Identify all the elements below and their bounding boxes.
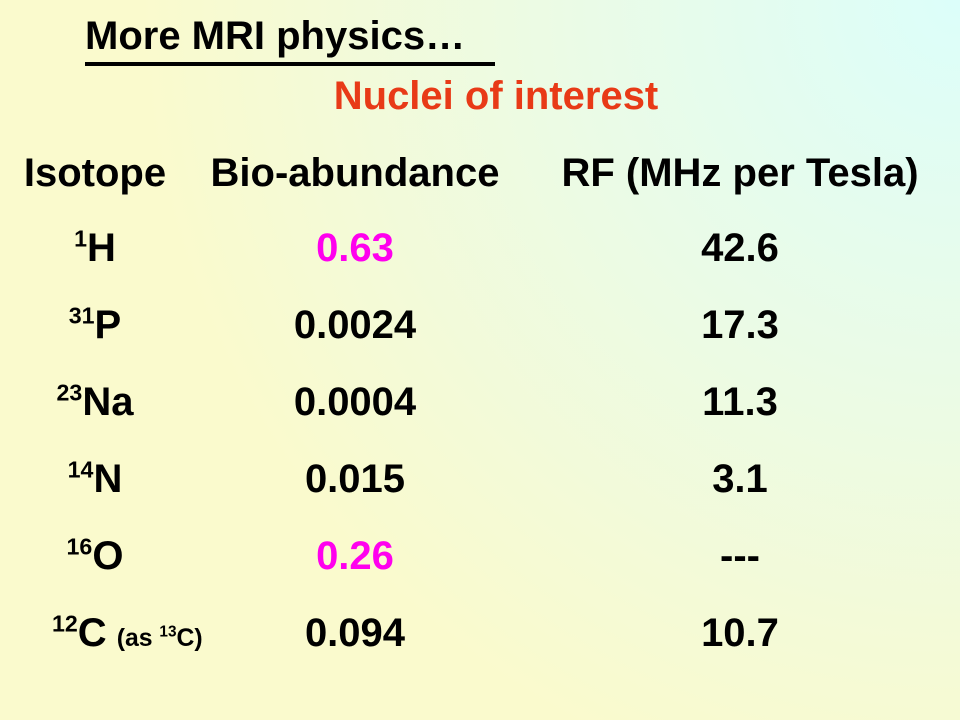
mass-number: 14 [67, 456, 94, 483]
isotope-note-text: (as [116, 625, 160, 652]
mass-number: 12 [52, 610, 78, 637]
bio-abundance-value: 0.0024 [293, 303, 417, 347]
table-row: 14N 0.015 3.1 [0, 441, 960, 518]
bio-abundance-value: 0.63 [316, 226, 394, 270]
isotope-label: 16O [0, 534, 190, 579]
element-symbol: Na [82, 380, 134, 424]
table-row: 31P 0.0024 17.3 [0, 287, 960, 364]
mass-number: 23 [56, 379, 83, 406]
bio-abundance-value: 0.26 [316, 534, 394, 578]
note-mass-number: 13 [159, 623, 177, 641]
isotope-note-text: C) [176, 625, 203, 652]
table-header-row: Isotope Bio-abundance RF (MHz per Tesla) [0, 136, 960, 210]
isotope-note: (as 13C) [117, 625, 203, 652]
isotope-label: 23Na [0, 380, 190, 425]
isotope-label: 1H [0, 226, 190, 271]
element-symbol: N [93, 457, 123, 501]
column-header-rf: RF (MHz per Tesla) [561, 150, 919, 195]
element-symbol: H [87, 226, 116, 270]
rf-value: 17.3 [701, 303, 779, 347]
rf-value: 10.7 [701, 611, 779, 655]
table-row: 16O 0.26 --- [0, 518, 960, 595]
column-header-bio-abundance: Bio-abundance [210, 150, 500, 195]
mass-number: 1 [74, 225, 87, 252]
table-row: 12C (as 13C) 0.094 10.7 [0, 595, 960, 672]
element-symbol: O [92, 534, 124, 578]
mass-number: 31 [68, 302, 95, 329]
rf-value: 3.1 [712, 457, 768, 501]
element-symbol: C [77, 611, 107, 655]
table-row: 1H 0.63 42.6 [0, 210, 960, 287]
rf-value: 11.3 [702, 380, 778, 424]
element-symbol: P [94, 303, 122, 347]
isotope-label: 14N [0, 457, 190, 502]
nuclei-table: Isotope Bio-abundance RF (MHz per Tesla)… [0, 136, 960, 672]
bio-abundance-value: 0.0004 [293, 380, 417, 424]
isotope-label: 12C (as 13C) [0, 610, 203, 656]
table-row: 23Na 0.0004 11.3 [0, 364, 960, 441]
column-header-isotope: Isotope [23, 150, 167, 195]
mass-number: 16 [66, 533, 93, 560]
rf-value: 42.6 [701, 226, 779, 270]
bio-abundance-value: 0.015 [304, 457, 406, 501]
isotope-label: 31P [0, 303, 190, 348]
page-title: More MRI physics… [85, 14, 496, 66]
bio-abundance-value: 0.094 [304, 611, 406, 655]
rf-value: --- [720, 534, 760, 578]
slide-subtitle: Nuclei of interest [333, 74, 659, 118]
